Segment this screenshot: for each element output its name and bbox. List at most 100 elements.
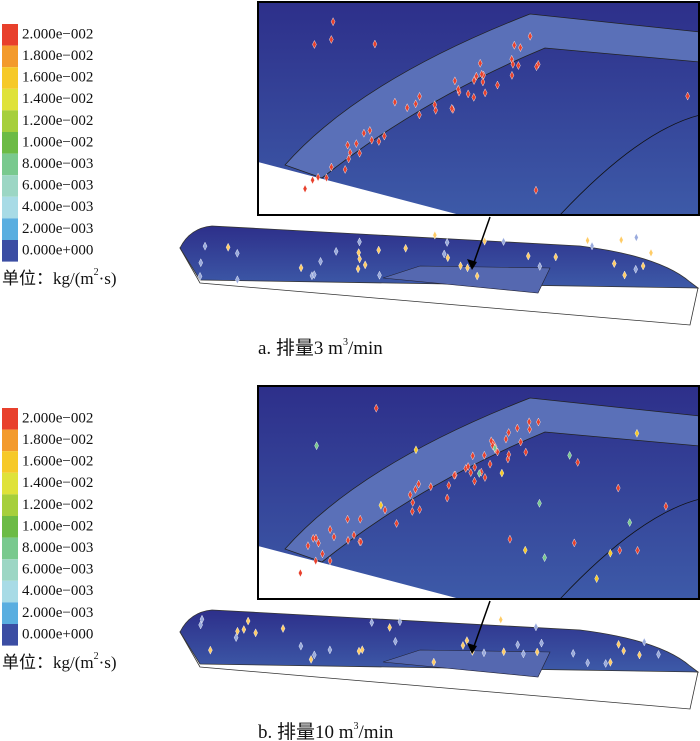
flux-spot xyxy=(633,264,638,274)
flux-spot xyxy=(471,92,476,102)
flux-spot xyxy=(567,450,572,460)
flux-spot xyxy=(608,657,613,667)
flux-spot xyxy=(351,530,357,540)
flux-spot xyxy=(372,39,378,49)
flux-spot xyxy=(572,538,577,548)
flux-spot xyxy=(634,233,639,242)
flux-spot xyxy=(428,482,433,492)
flux-spot xyxy=(327,556,333,566)
legend-swatch xyxy=(2,132,18,154)
flux-spot xyxy=(446,480,452,490)
unit-label-sup: 2 xyxy=(94,651,99,662)
flux-spot xyxy=(518,437,523,447)
flux-spot xyxy=(506,428,511,437)
legend-swatch xyxy=(2,408,18,430)
flux-spot xyxy=(378,500,384,510)
flux-spot xyxy=(536,417,541,427)
flux-spot xyxy=(387,622,392,632)
flux-spot xyxy=(634,428,640,438)
flux-spot xyxy=(356,646,362,656)
flux-spot xyxy=(642,637,647,647)
flux-spot xyxy=(621,646,626,656)
flux-spot xyxy=(501,237,506,246)
legend-swatch xyxy=(2,429,18,452)
unit-label-text: 单位：kg/(m xyxy=(2,653,94,672)
flux-spot xyxy=(506,450,512,460)
legend-label: 6.000e−003 xyxy=(22,562,93,578)
flux-spot xyxy=(480,77,486,87)
flux-spot xyxy=(312,40,317,49)
flux-spot xyxy=(392,97,398,107)
legend-swatch xyxy=(2,451,18,473)
flux-spot xyxy=(345,140,350,150)
flux-spot xyxy=(397,617,403,627)
legend-swatch xyxy=(2,624,18,646)
caption-text: /min xyxy=(359,722,394,741)
legend-label: 1.600e−002 xyxy=(22,454,93,470)
flux-spot xyxy=(685,91,690,101)
flux-spot xyxy=(410,498,415,507)
flux-spot xyxy=(413,484,418,494)
flux-spot xyxy=(445,253,451,263)
caption-sup: 3 xyxy=(343,337,348,348)
flux-spot xyxy=(313,556,318,566)
flux-spot xyxy=(518,43,523,53)
flux-spot xyxy=(312,650,317,660)
flux-spot xyxy=(640,261,646,271)
flux-spot xyxy=(533,185,539,195)
legend-label: 1.600e−002 xyxy=(22,70,93,86)
legend-label: 0.000e+000 xyxy=(22,626,93,642)
flux-spot xyxy=(235,248,240,258)
legend-swatch xyxy=(2,67,18,89)
flux-spot xyxy=(481,648,487,658)
flux-spot xyxy=(594,574,599,584)
flux-spot xyxy=(357,514,363,524)
flux-spot xyxy=(663,501,669,511)
legend-label: 2.000e−002 xyxy=(22,26,93,42)
flux-spot xyxy=(495,80,500,90)
flux-spot xyxy=(465,462,471,471)
flux-spot xyxy=(648,248,654,258)
unit-label: 单位：kg/(m2·s) xyxy=(2,651,117,672)
legend-swatch xyxy=(2,24,18,46)
flux-spot xyxy=(360,645,365,655)
flux-spot xyxy=(539,638,544,648)
flux-spot xyxy=(509,70,515,80)
flux-spot xyxy=(526,251,531,261)
legend-label: 2.000e−003 xyxy=(22,221,93,237)
legend-label: 1.000e−002 xyxy=(22,134,93,150)
legend-label: 2.000e−002 xyxy=(22,410,93,426)
flux-spot xyxy=(612,259,617,269)
flux-spot xyxy=(527,424,532,434)
flux-spot xyxy=(570,648,576,658)
flux-spot xyxy=(449,103,455,113)
legend-label: 6.000e−003 xyxy=(22,178,93,194)
flux-spot xyxy=(527,31,533,41)
flux-spot xyxy=(534,62,539,72)
flux-spot xyxy=(627,518,632,527)
blade-pocket xyxy=(382,649,551,678)
panel: 2.000e−002 1.800e−002 1.600e−002 1.400e−002… xyxy=(2,1,700,359)
flux-spot xyxy=(471,76,477,85)
zoom-band xyxy=(284,397,700,563)
flux-spot xyxy=(516,61,521,70)
legend-label: 1.200e−002 xyxy=(22,113,93,129)
zoom-curve xyxy=(559,114,700,216)
flux-spot xyxy=(585,658,590,668)
flux-spot xyxy=(585,236,590,245)
flux-spot xyxy=(616,639,621,649)
flux-spot xyxy=(512,40,517,50)
flux-spot xyxy=(354,139,359,149)
flux-spot xyxy=(474,271,480,281)
zoom-frame xyxy=(257,1,700,216)
flux-spot xyxy=(407,490,413,500)
flux-spot xyxy=(417,91,422,101)
flux-spot xyxy=(444,238,450,247)
flux-spot xyxy=(233,633,239,643)
legend-label: 1.000e−002 xyxy=(22,518,93,534)
flux-spot xyxy=(515,423,520,433)
flux-spot xyxy=(318,256,323,266)
zoom-arrow xyxy=(471,216,491,269)
flux-spot xyxy=(377,270,382,280)
flux-spot xyxy=(537,498,542,508)
